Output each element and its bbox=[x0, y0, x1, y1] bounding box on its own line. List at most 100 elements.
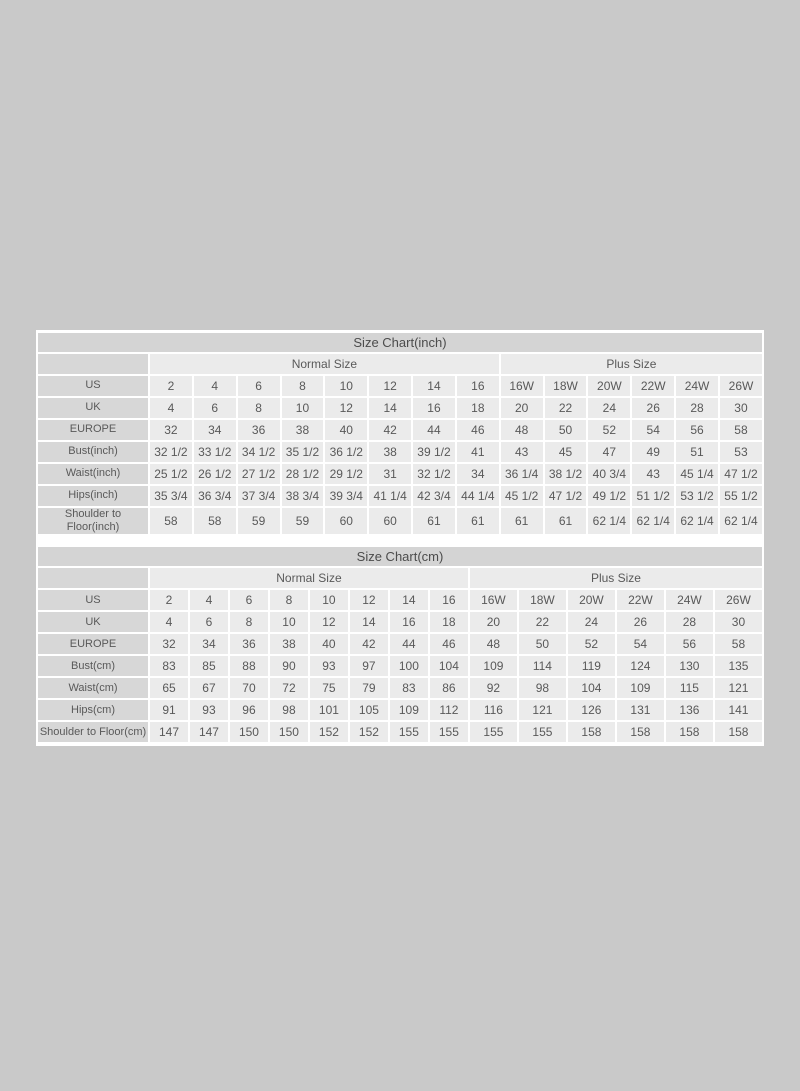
size-value-cell: 16 bbox=[429, 590, 468, 611]
group-header-plus-size: Plus Size bbox=[500, 354, 762, 374]
size-value-cell: 36 1/4 bbox=[500, 464, 543, 484]
size-value-cell: 14 bbox=[349, 612, 388, 633]
size-chart-inch-table: Size Chart(inch) Normal Size Plus Size US 2 4… bbox=[36, 331, 764, 537]
size-value-cell: 42 bbox=[369, 420, 412, 440]
size-value-cell: 20W bbox=[588, 376, 631, 396]
size-value-cell: 93 bbox=[189, 700, 228, 721]
size-value-cell: 119 bbox=[567, 656, 615, 677]
size-value-cell: 61 bbox=[544, 508, 587, 535]
size-value-cell: 43 bbox=[632, 464, 675, 484]
size-value-cell: 12 bbox=[349, 590, 388, 611]
size-value-cell: 56 bbox=[665, 634, 713, 655]
size-value-cell: 54 bbox=[632, 420, 675, 440]
row-label-cell: Shoulder to Floor(inch) bbox=[38, 508, 148, 535]
table-row: Shoulder to Floor(inch) 58 58 59 59 60 60 61 61 6… bbox=[38, 508, 762, 535]
size-value-cell: 24W bbox=[665, 590, 713, 611]
size-value-cell: 10 bbox=[269, 612, 308, 633]
size-value-cell: 47 bbox=[588, 442, 631, 462]
size-value-cell: 70 bbox=[229, 678, 268, 699]
size-value-cell: 38 bbox=[369, 442, 412, 462]
size-value-cell: 2 bbox=[150, 590, 188, 611]
size-value-cell: 101 bbox=[309, 700, 348, 721]
size-value-cell: 104 bbox=[567, 678, 615, 699]
row-label-cell: EUROPE bbox=[38, 420, 148, 440]
size-value-cell: 32 1/2 bbox=[413, 464, 455, 484]
size-value-cell: 27 1/2 bbox=[237, 464, 280, 484]
size-value-cell: 44 1/4 bbox=[456, 486, 499, 506]
group-header-plus-size: Plus Size bbox=[469, 568, 762, 589]
size-value-cell: 38 1/2 bbox=[544, 464, 587, 484]
size-value-cell: 10 bbox=[281, 398, 324, 418]
size-value-cell: 58 bbox=[193, 508, 236, 535]
size-value-cell: 18 bbox=[429, 612, 468, 633]
size-value-cell: 115 bbox=[665, 678, 713, 699]
size-value-cell: 88 bbox=[229, 656, 268, 677]
table-row: Waist(inch) 25 1/2 26 1/2 27 1/2 28 1/2 29 1/… bbox=[38, 464, 762, 484]
size-value-cell: 97 bbox=[349, 656, 388, 677]
size-value-cell: 6 bbox=[193, 398, 236, 418]
table-title: Size Chart(cm) bbox=[38, 547, 762, 567]
table-row: UK 4 6 8 10 12 14 16 18 20 22 24 26 28 30 bbox=[38, 398, 762, 418]
table-row: US 2 4 6 8 10 12 14 16 16W 18W 20W 22W 24W 26W bbox=[38, 376, 762, 396]
size-value-cell: 59 bbox=[237, 508, 280, 535]
size-value-cell: 147 bbox=[189, 722, 228, 743]
size-value-cell: 42 bbox=[349, 634, 388, 655]
size-value-cell: 116 bbox=[469, 700, 517, 721]
size-value-cell: 96 bbox=[229, 700, 268, 721]
size-value-cell: 90 bbox=[269, 656, 308, 677]
size-value-cell: 34 bbox=[189, 634, 228, 655]
size-value-cell: 8 bbox=[237, 398, 280, 418]
size-value-cell: 67 bbox=[189, 678, 228, 699]
size-value-cell: 53 bbox=[719, 442, 762, 462]
size-value-cell: 32 bbox=[150, 420, 192, 440]
table-row: Shoulder to Floor(cm) 147 147 150 150 152 152 1… bbox=[38, 722, 762, 743]
size-value-cell: 41 bbox=[456, 442, 499, 462]
size-value-cell: 22W bbox=[616, 590, 664, 611]
size-value-cell: 126 bbox=[567, 700, 615, 721]
size-value-cell: 61 bbox=[456, 508, 499, 535]
row-label-cell: Waist(inch) bbox=[38, 464, 148, 484]
group-header-row: Normal Size Plus Size bbox=[38, 354, 762, 374]
size-value-cell: 136 bbox=[665, 700, 713, 721]
size-value-cell: 36 1/2 bbox=[325, 442, 368, 462]
size-value-cell: 60 bbox=[369, 508, 412, 535]
size-value-cell: 46 bbox=[429, 634, 468, 655]
size-value-cell: 86 bbox=[429, 678, 468, 699]
size-value-cell: 131 bbox=[616, 700, 664, 721]
size-value-cell: 4 bbox=[150, 398, 192, 418]
row-label-cell: UK bbox=[38, 398, 148, 418]
table-row: Bust(inch) 32 1/2 33 1/2 34 1/2 35 1/2 36 1/2… bbox=[38, 442, 762, 462]
size-value-cell: 38 bbox=[269, 634, 308, 655]
corner-cell bbox=[38, 568, 148, 589]
size-value-cell: 109 bbox=[469, 656, 517, 677]
size-value-cell: 155 bbox=[389, 722, 428, 743]
table-row: Bust(cm) 83 85 88 90 93 97 100 104 109 114 119 124 13… bbox=[38, 656, 762, 677]
size-value-cell: 91 bbox=[150, 700, 188, 721]
size-value-cell: 61 bbox=[500, 508, 543, 535]
size-value-cell: 152 bbox=[349, 722, 388, 743]
size-value-cell: 28 1/2 bbox=[281, 464, 324, 484]
size-value-cell: 56 bbox=[676, 420, 718, 440]
size-value-cell: 45 1/2 bbox=[500, 486, 543, 506]
size-value-cell: 48 bbox=[469, 634, 517, 655]
size-value-cell: 12 bbox=[325, 398, 368, 418]
size-value-cell: 52 bbox=[567, 634, 615, 655]
size-value-cell: 30 bbox=[719, 398, 762, 418]
size-value-cell: 22W bbox=[632, 376, 675, 396]
row-label-cell: Waist(cm) bbox=[38, 678, 148, 699]
size-value-cell: 24 bbox=[588, 398, 631, 418]
size-value-cell: 8 bbox=[229, 612, 268, 633]
size-value-cell: 141 bbox=[714, 700, 762, 721]
size-value-cell: 121 bbox=[518, 700, 566, 721]
size-value-cell: 22 bbox=[544, 398, 587, 418]
size-value-cell: 28 bbox=[665, 612, 713, 633]
size-value-cell: 41 1/4 bbox=[369, 486, 412, 506]
size-value-cell: 98 bbox=[269, 700, 308, 721]
size-value-cell: 31 bbox=[369, 464, 412, 484]
size-value-cell: 39 1/2 bbox=[413, 442, 455, 462]
size-value-cell: 155 bbox=[469, 722, 517, 743]
size-value-cell: 34 bbox=[193, 420, 236, 440]
size-value-cell: 45 1/4 bbox=[676, 464, 718, 484]
size-value-cell: 112 bbox=[429, 700, 468, 721]
